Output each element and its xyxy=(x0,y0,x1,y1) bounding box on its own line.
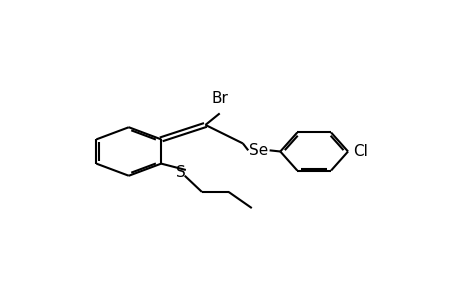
Text: Br: Br xyxy=(211,92,228,106)
Text: Se: Se xyxy=(249,143,268,158)
Text: S: S xyxy=(175,165,185,180)
Text: Cl: Cl xyxy=(353,144,368,159)
